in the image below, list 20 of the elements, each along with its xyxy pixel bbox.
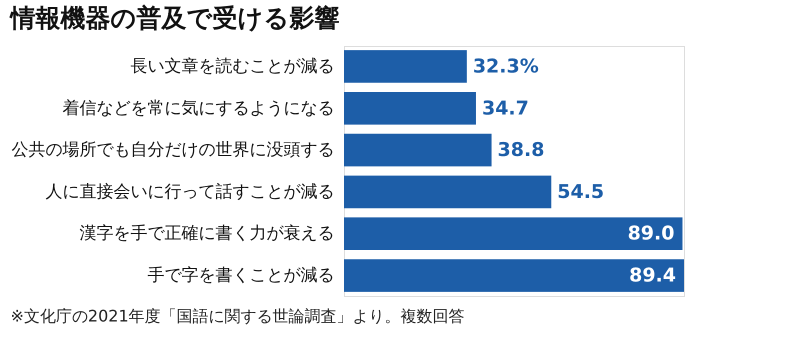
text: ※文化庁の2021年度「国語に関する世論調査」より。複数回答 (10, 306, 465, 326)
y-tick-label: 漢字を手で正確に書く力が衰える (80, 224, 334, 244)
data-label: 38.8 (498, 139, 544, 162)
bar (344, 50, 467, 83)
bar (344, 176, 552, 208)
data-label: 32.3% (472, 55, 539, 78)
bar (344, 217, 682, 250)
y-tick-label: 人に直接会いに行って話すことが減る (46, 182, 334, 202)
bar (344, 259, 684, 292)
data-label: 89.0 (628, 222, 674, 245)
bar (344, 92, 476, 125)
y-tick-label: 手で字を書くことが減る (148, 266, 334, 286)
chart-title: 情報機器の普及で受ける影響 (8, 4, 340, 32)
y-tick-label: 着信などを常に気にするようになる (62, 98, 334, 118)
data-label: 34.7 (482, 97, 529, 120)
bar (344, 134, 492, 166)
y-tick-label: 長い文章を読むことが減る (130, 56, 334, 76)
data-label: 89.4 (629, 264, 676, 287)
y-tick-label: 公共の場所でも自分だけの世界に没頭する (12, 140, 334, 160)
data-label: 54.5 (557, 180, 604, 203)
